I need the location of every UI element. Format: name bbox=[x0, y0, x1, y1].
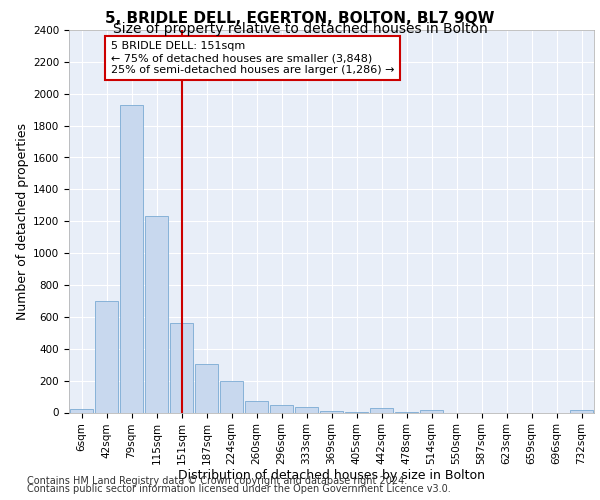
Bar bbox=[320, 411, 343, 412]
Y-axis label: Number of detached properties: Number of detached properties bbox=[16, 122, 29, 320]
X-axis label: Distribution of detached houses by size in Bolton: Distribution of detached houses by size … bbox=[178, 468, 485, 481]
Bar bbox=[95, 301, 118, 412]
Bar bbox=[120, 105, 143, 412]
Bar bbox=[170, 324, 193, 412]
Text: Size of property relative to detached houses in Bolton: Size of property relative to detached ho… bbox=[113, 22, 487, 36]
Text: Contains HM Land Registry data © Crown copyright and database right 2024.: Contains HM Land Registry data © Crown c… bbox=[27, 476, 407, 486]
Text: 5 BRIDLE DELL: 151sqm
← 75% of detached houses are smaller (3,848)
25% of semi-d: 5 BRIDLE DELL: 151sqm ← 75% of detached … bbox=[111, 42, 395, 74]
Bar bbox=[270, 406, 293, 412]
Text: 5, BRIDLE DELL, EGERTON, BOLTON, BL7 9QW: 5, BRIDLE DELL, EGERTON, BOLTON, BL7 9QW bbox=[105, 11, 495, 26]
Bar bbox=[295, 407, 318, 412]
Bar bbox=[70, 410, 93, 412]
Bar bbox=[245, 400, 268, 412]
Bar bbox=[420, 410, 443, 412]
Text: Contains public sector information licensed under the Open Government Licence v3: Contains public sector information licen… bbox=[27, 484, 451, 494]
Bar bbox=[195, 364, 218, 412]
Bar bbox=[145, 216, 168, 412]
Bar bbox=[370, 408, 393, 412]
Bar bbox=[220, 380, 243, 412]
Bar bbox=[570, 410, 593, 412]
